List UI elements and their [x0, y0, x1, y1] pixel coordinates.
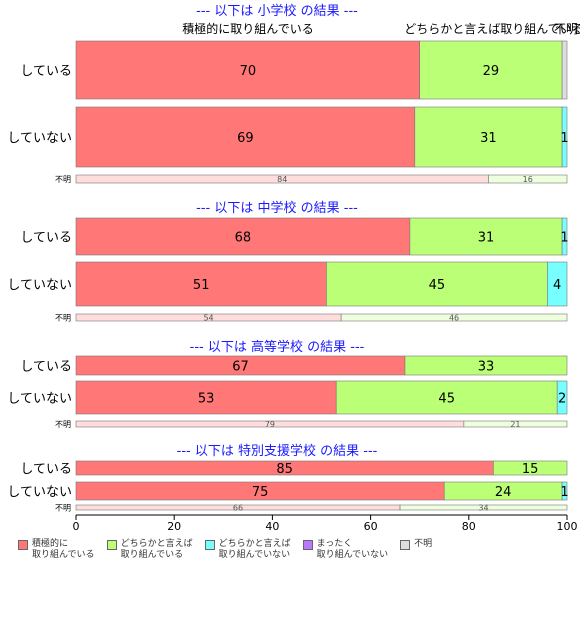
- top-label-1: 積極的に取り組んでいる: [182, 21, 313, 36]
- chart-legend: 積極的に 取り組んでいる どちらかと言えば 取り組んでいる どちらかと言えば 取り組…: [18, 539, 444, 561]
- panel-title: --- 以下は 小学校 の結果 ---: [196, 3, 358, 19]
- data-label: 31: [478, 231, 495, 246]
- x-tick-label: 80: [462, 520, 476, 533]
- data-label: 45: [429, 278, 446, 293]
- data-label: 69: [237, 131, 254, 146]
- row-label: していない: [7, 131, 72, 146]
- bar-segment: [561, 217, 568, 256]
- bar-segment: [488, 174, 568, 184]
- data-label: 46: [449, 314, 459, 323]
- row-label: 不明: [55, 504, 71, 513]
- data-label: 4: [553, 278, 561, 293]
- bar-segment: [561, 481, 568, 501]
- panel-title: --- 以下は 中学校 の結果 ---: [196, 200, 358, 216]
- bar-segment: [409, 217, 563, 256]
- row-label: 不明: [55, 420, 71, 429]
- legend-label: まったく 取り組んでいない: [316, 539, 389, 560]
- data-label: 1: [560, 485, 568, 500]
- panel-title: --- 以下は 高等学校 の結果 ---: [190, 339, 365, 355]
- bar-segment: [561, 40, 568, 100]
- bar-segment: [335, 380, 558, 415]
- top-label-2: どちらかと言えば取り組んでいる: [404, 22, 580, 36]
- legend-item: 積極的に 取り組んでいる: [18, 539, 95, 561]
- row-label: している: [20, 360, 72, 375]
- data-label: 16: [523, 175, 533, 184]
- bar-segment: [561, 106, 568, 168]
- data-label: 75: [252, 485, 269, 500]
- legend-swatch: [204, 540, 215, 550]
- x-tick-label: 100: [557, 520, 578, 533]
- row-label: している: [20, 64, 72, 79]
- bar-segment: [556, 380, 568, 415]
- legend-label: 積極的に 取り組んでいる: [32, 539, 95, 560]
- legend-swatch: [18, 540, 28, 550]
- data-label: 51: [193, 278, 210, 293]
- data-label: 29: [483, 64, 500, 79]
- x-tick-label: 40: [265, 520, 279, 533]
- top-label-3: 不明: [554, 22, 578, 36]
- data-label: 45: [438, 392, 455, 407]
- row-label: していない: [7, 392, 72, 407]
- data-label: 21: [510, 420, 520, 429]
- data-label: 1: [560, 231, 568, 246]
- data-label: 53: [198, 392, 215, 407]
- data-label: 70: [240, 64, 257, 79]
- bar-segment: [75, 106, 416, 168]
- bar-segment: [75, 40, 421, 100]
- bar-segment: [547, 261, 568, 307]
- data-label: 79: [265, 420, 275, 429]
- legend-swatch: [106, 540, 117, 550]
- data-label: 1: [560, 131, 568, 146]
- data-label: 66: [233, 504, 243, 513]
- legend-label: どちらかと言えば 取り組んでいない: [218, 539, 291, 560]
- legend-swatch: [302, 540, 313, 550]
- bar-segment: [493, 460, 568, 476]
- bar-segment: [75, 380, 337, 415]
- bar-segment: [340, 313, 568, 322]
- legend-item: どちらかと言えば 取り組んでいる: [106, 539, 193, 561]
- data-label: 67: [232, 360, 249, 375]
- legend-label: どちらかと言えば 取り組んでいる: [120, 539, 193, 560]
- data-label: 54: [203, 314, 213, 323]
- legend-item: まったく 取り組んでいない: [302, 539, 389, 561]
- row-label: していない: [7, 278, 72, 293]
- bar-segment: [75, 261, 327, 307]
- bar-segment: [419, 40, 563, 100]
- data-label: 31: [480, 131, 497, 146]
- x-tick-label: 60: [364, 520, 378, 533]
- row-label: している: [20, 462, 72, 477]
- row-label: していない: [7, 485, 72, 500]
- legend-item: どちらかと言えば 取り組んでいない: [204, 539, 291, 561]
- row-label: している: [20, 231, 72, 246]
- x-tick-label: 20: [167, 520, 181, 533]
- bar-segment: [399, 504, 568, 511]
- row-label: 不明: [55, 314, 71, 323]
- data-label: 85: [276, 462, 293, 477]
- bar-segment: [75, 217, 411, 256]
- data-label: 33: [478, 360, 495, 375]
- data-label: 2: [558, 392, 566, 407]
- legend-label: 不明: [414, 539, 433, 549]
- panel-title: --- 以下は 特別支援学校 の結果 ---: [177, 443, 378, 459]
- legend-swatch: [400, 540, 411, 550]
- data-label: 34: [478, 504, 488, 513]
- bar-segment: [326, 261, 548, 307]
- bar-segment: [463, 420, 568, 428]
- data-label: 24: [495, 485, 512, 500]
- data-label: 15: [522, 462, 539, 477]
- bar-segment: [414, 106, 563, 168]
- x-tick-label: 0: [73, 520, 80, 533]
- data-label: 68: [235, 231, 252, 246]
- data-label: 84: [277, 175, 287, 184]
- row-label: 不明: [55, 175, 71, 184]
- legend-item: 不明: [400, 539, 432, 561]
- bar-segment: [404, 355, 568, 376]
